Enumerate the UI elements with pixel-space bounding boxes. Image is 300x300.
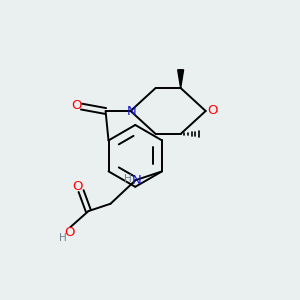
Text: H: H [124, 174, 131, 184]
Text: O: O [64, 226, 75, 239]
Polygon shape [178, 70, 184, 88]
Text: O: O [72, 181, 83, 194]
Text: N: N [131, 174, 141, 187]
Text: O: O [207, 104, 217, 118]
Text: O: O [71, 100, 81, 112]
Text: N: N [126, 105, 136, 118]
Text: H: H [59, 233, 67, 244]
